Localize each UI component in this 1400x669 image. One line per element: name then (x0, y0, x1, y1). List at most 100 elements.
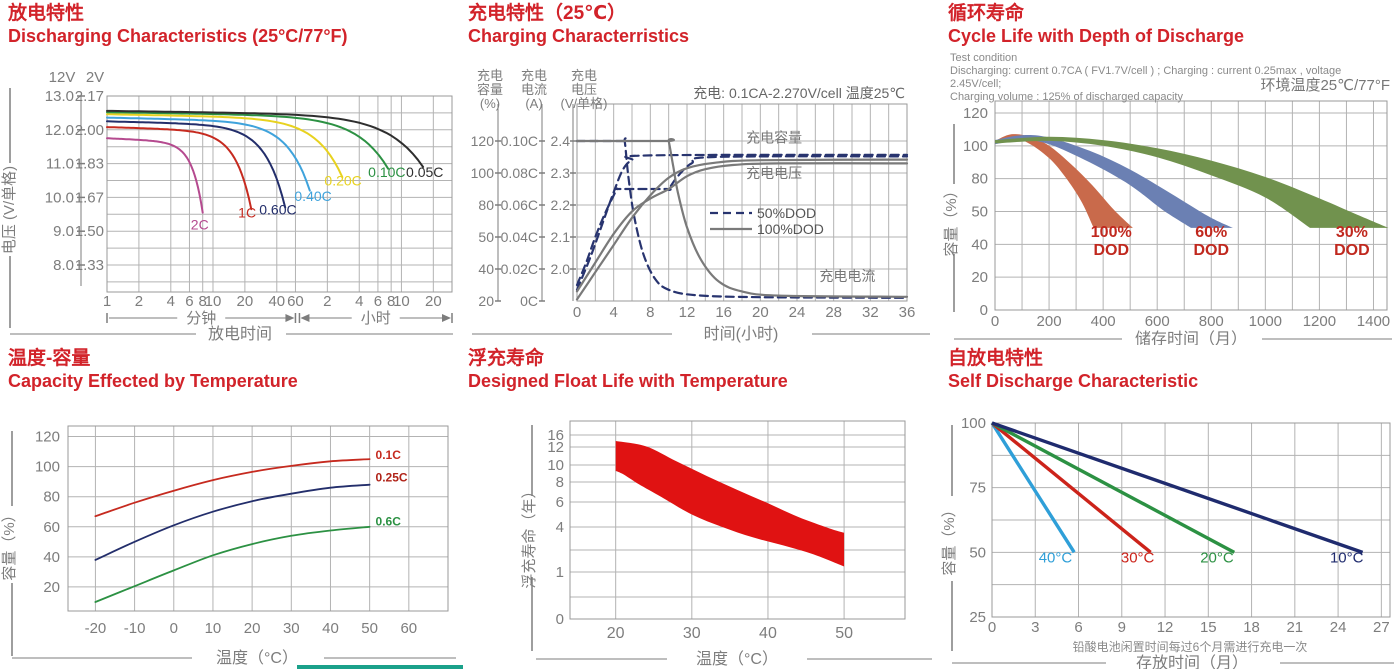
svg-text:600: 600 (1145, 313, 1170, 330)
svg-text:放电时间: 放电时间 (208, 325, 272, 343)
svg-text:3: 3 (1031, 619, 1039, 636)
float-life-chart: 16 12 10 8 6 4 1 0 20 30 40 50 浮充寿命（年） 温度（°C） (460, 411, 940, 669)
svg-text:120: 120 (471, 133, 495, 149)
svg-text:20: 20 (244, 620, 261, 637)
svg-text:30: 30 (683, 625, 701, 642)
panel-title-zh: 循环寿命 (948, 3, 1025, 24)
svg-text:10.0: 10.0 (45, 189, 74, 206)
svg-text:1400: 1400 (1357, 313, 1390, 330)
svg-text:分钟: 分钟 (186, 310, 216, 327)
svg-text:16: 16 (547, 427, 564, 444)
svg-text:27: 27 (1373, 619, 1390, 636)
panel-title-zh: 浮充寿命 (468, 348, 545, 369)
svg-text:浮充寿命（年）: 浮充寿命（年） (520, 483, 538, 588)
svg-text:16: 16 (715, 304, 732, 321)
panel-charging: 充电特性（25℃） Charging Characterristics 充电 容量… (460, 0, 940, 345)
svg-text:DOD: DOD (1193, 242, 1229, 259)
svg-text:1.33: 1.33 (75, 257, 104, 274)
svg-text:2.4: 2.4 (551, 133, 571, 149)
svg-text:0: 0 (556, 611, 564, 628)
svg-text:30%: 30% (1336, 224, 1368, 241)
svg-text:30°C: 30°C (1121, 550, 1155, 567)
svg-text:0.1C: 0.1C (376, 448, 402, 462)
svg-text:2C: 2C (191, 217, 209, 233)
ambient-temperature-label: 环境温度25℃/77°F (1260, 77, 1390, 94)
svg-text:24: 24 (789, 304, 806, 321)
svg-text:40: 40 (43, 549, 60, 566)
svg-text:(A): (A) (525, 96, 542, 111)
svg-text:12V: 12V (49, 69, 76, 86)
cycle-life-chart: 0 20 40 50 80 100 120 0 200 400 600 800 1000 1200 1400… (940, 96, 1400, 348)
svg-text:存放时间（月）: 存放时间（月） (1136, 654, 1248, 669)
svg-text:400: 400 (1091, 313, 1116, 330)
svg-text:80: 80 (971, 171, 988, 188)
svg-text:20: 20 (425, 293, 442, 310)
test-condition-line: Charging volume : 125% of discharged cap… (950, 91, 1183, 103)
svg-text:100: 100 (961, 415, 986, 432)
charging-chart: 充电 容量 (%) 充电 电流 (A) 充电 电压 (V/单格) 充电: 0.1CA-2.270V… (460, 68, 940, 345)
svg-text:充电容量: 充电容量 (746, 130, 802, 146)
svg-text:储存时间（月）: 储存时间（月） (1135, 330, 1247, 345)
test-condition: Test condition Discharging: current 0.7C… (950, 52, 1394, 104)
temp-capacity-svg: 20 40 60 80 100 120 -20 -10 0 10 20 30 40 50 60 0.1C 0.2… (1, 425, 456, 667)
svg-text:10: 10 (205, 620, 222, 637)
svg-text:20: 20 (971, 269, 988, 286)
svg-text:2.1: 2.1 (551, 229, 571, 245)
svg-text:1.50: 1.50 (75, 223, 104, 240)
svg-text:21: 21 (1286, 619, 1303, 636)
svg-text:10: 10 (393, 293, 410, 310)
svg-text:100: 100 (963, 138, 988, 155)
panel-temp-capacity: 温度-容量 Capacity Effected by Temperature 2… (0, 345, 460, 669)
self-discharge-chart: 25 50 75 100 0 3 6 9 12 15 18 21 24 27 40°C 30°C 20°C 10°… (940, 411, 1400, 669)
panel-title-zh: 充电特性（25℃） (468, 3, 627, 24)
svg-text:6: 6 (374, 293, 382, 310)
svg-text:0.10C: 0.10C (501, 133, 538, 149)
svg-text:2: 2 (323, 293, 331, 310)
svg-text:2.3: 2.3 (551, 165, 571, 181)
svg-text:容量: 容量 (477, 82, 503, 97)
svg-text:12.0: 12.0 (45, 122, 74, 139)
svg-text:1.67: 1.67 (75, 189, 104, 206)
svg-text:8: 8 (387, 293, 395, 310)
svg-text:100: 100 (35, 459, 60, 476)
svg-text:铅酸电池闲置时间每过6个月需进行充电一次: 铅酸电池闲置时间每过6个月需进行充电一次 (1073, 639, 1308, 654)
svg-text:20°C: 20°C (1200, 550, 1234, 567)
svg-text:80: 80 (478, 197, 494, 213)
svg-text:60: 60 (43, 519, 60, 536)
svg-text:4: 4 (556, 519, 564, 536)
svg-text:75: 75 (969, 480, 986, 497)
svg-text:20: 20 (478, 293, 494, 309)
svg-text:20: 20 (752, 304, 769, 321)
svg-text:电压 (V/单格): 电压 (V/单格) (1, 166, 18, 254)
svg-text:800: 800 (1199, 313, 1224, 330)
panel-title-en: Self Discharge Characteristic (948, 371, 1199, 391)
svg-text:8: 8 (646, 304, 654, 321)
svg-text:9: 9 (1118, 619, 1126, 636)
svg-text:6: 6 (1074, 619, 1082, 636)
svg-text:60%: 60% (1195, 224, 1227, 241)
svg-text:0.6C: 0.6C (376, 514, 402, 528)
svg-text:0.40C: 0.40C (294, 188, 331, 204)
svg-text:0C: 0C (520, 293, 538, 309)
discharge-chart: 12V 2V 13.0 2.17 12.0 2.00 11.0 1.83 10.0 1.67 9.0… (0, 68, 460, 345)
svg-text:50: 50 (478, 229, 494, 245)
svg-text:50: 50 (969, 544, 986, 561)
svg-text:充电: 充电 (521, 68, 547, 83)
panel-title-en: Designed Float Life with Temperature (468, 371, 788, 391)
svg-text:12: 12 (1157, 619, 1174, 636)
svg-text:0: 0 (170, 620, 178, 637)
svg-text:18: 18 (1243, 619, 1260, 636)
svg-text:40: 40 (268, 293, 285, 310)
svg-text:2V: 2V (86, 69, 104, 86)
svg-text:2: 2 (135, 293, 143, 310)
svg-text:40°C: 40°C (1039, 550, 1073, 567)
svg-text:8: 8 (556, 474, 564, 491)
svg-text:100%: 100% (1091, 224, 1132, 241)
svg-text:0.20C: 0.20C (324, 173, 361, 189)
svg-text:9.0: 9.0 (53, 223, 74, 240)
svg-text:50%DOD: 50%DOD (757, 205, 816, 221)
svg-text:2.0: 2.0 (551, 261, 571, 277)
